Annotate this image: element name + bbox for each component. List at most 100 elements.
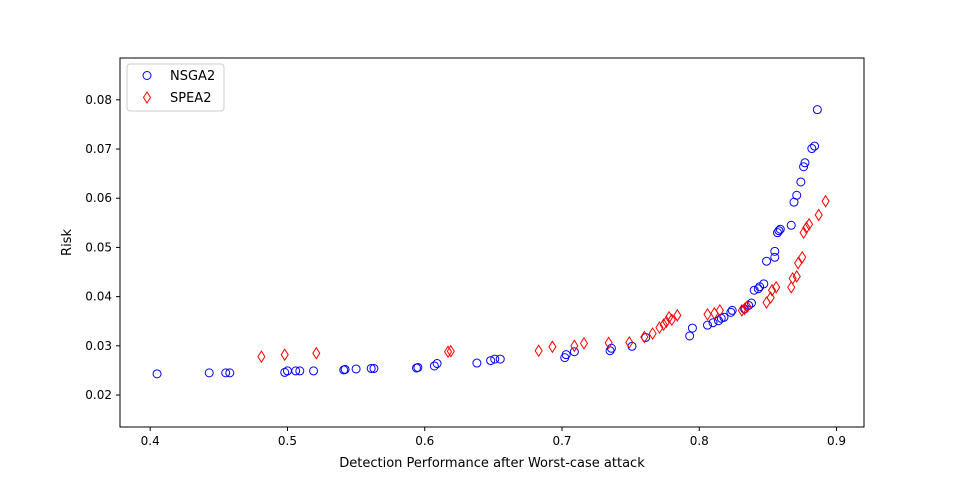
point-spea2 — [570, 339, 579, 353]
point-nsga2 — [810, 141, 820, 151]
point-nsga2 — [413, 362, 423, 372]
x-axis: 0.4 0.5 0.6 0.7 0.8 0.9 — [141, 427, 846, 448]
legend-marker-nsga2 — [142, 71, 152, 80]
x-tick-label: 0.5 — [278, 434, 297, 448]
y-tick-label: 0.05 — [85, 240, 112, 254]
point-spea2 — [673, 308, 682, 322]
point-spea2 — [667, 313, 676, 327]
point-nsga2 — [204, 368, 214, 378]
point-nsga2 — [759, 279, 769, 289]
point-nsga2 — [786, 220, 796, 230]
point-spea2 — [766, 291, 775, 305]
point-nsga2 — [703, 320, 713, 330]
point-nsga2 — [726, 307, 736, 317]
point-nsga2 — [295, 366, 305, 376]
point-spea2 — [604, 336, 613, 350]
series-nsga2 — [152, 105, 822, 379]
point-spea2 — [787, 280, 796, 294]
point-nsga2 — [812, 105, 822, 115]
point-spea2 — [579, 336, 589, 350]
x-tick-label: 0.6 — [415, 434, 434, 448]
point-nsga2 — [799, 162, 809, 172]
legend-marker-spea2 — [142, 91, 152, 104]
point-spea2 — [743, 300, 752, 313]
x-tick-label: 0.9 — [827, 434, 846, 448]
y-tick-label: 0.06 — [85, 191, 112, 205]
point-nsga2 — [762, 256, 772, 266]
point-spea2 — [280, 348, 289, 362]
plot-frame — [119, 57, 865, 428]
point-nsga2 — [495, 354, 505, 364]
point-spea2 — [548, 340, 557, 354]
point-nsga2 — [727, 305, 737, 315]
point-spea2 — [814, 208, 823, 222]
point-nsga2 — [800, 158, 810, 168]
point-nsga2 — [366, 363, 376, 373]
point-spea2 — [802, 221, 811, 235]
point-nsga2 — [746, 298, 756, 308]
point-nsga2 — [561, 350, 571, 360]
point-spea2 — [655, 321, 664, 335]
point-spea2 — [625, 335, 634, 349]
legend: NSGA2 SPEA2 — [126, 63, 225, 112]
point-spea2 — [740, 302, 749, 316]
point-nsga2 — [753, 284, 763, 294]
point-spea2 — [659, 318, 668, 332]
point-nsga2 — [369, 363, 379, 373]
point-nsga2 — [770, 252, 780, 262]
point-spea2 — [446, 344, 455, 358]
point-spea2 — [648, 327, 657, 340]
point-nsga2 — [490, 354, 500, 364]
y-tick-label: 0.02 — [85, 388, 112, 402]
point-spea2 — [640, 330, 649, 344]
point-nsga2 — [792, 190, 802, 200]
point-spea2 — [798, 250, 807, 264]
point-spea2 — [794, 256, 803, 270]
y-tick-label: 0.03 — [85, 339, 112, 353]
point-nsga2 — [719, 312, 729, 322]
point-nsga2 — [774, 226, 784, 236]
point-nsga2 — [807, 144, 817, 154]
point-nsga2 — [796, 177, 806, 187]
point-spea2 — [804, 217, 814, 231]
point-spea2 — [772, 280, 781, 294]
point-nsga2 — [340, 364, 350, 374]
point-spea2 — [703, 307, 712, 321]
y-tick-label: 0.04 — [85, 290, 112, 304]
y-tick-label: 0.07 — [85, 142, 112, 156]
y-tick-label: 0.08 — [85, 93, 112, 107]
point-nsga2 — [429, 361, 439, 371]
series-spea2 — [257, 194, 830, 364]
x-tick-label: 0.7 — [552, 434, 571, 448]
series-layer — [152, 105, 830, 379]
point-nsga2 — [687, 323, 697, 333]
legend-label-nsga2: NSGA2 — [170, 69, 215, 84]
point-nsga2 — [708, 318, 718, 328]
point-spea2 — [737, 303, 746, 317]
legend-label-spea2: SPEA2 — [170, 91, 211, 106]
point-nsga2 — [685, 331, 695, 341]
point-nsga2 — [152, 369, 162, 379]
point-spea2 — [715, 303, 724, 317]
point-spea2 — [799, 226, 808, 240]
point-nsga2 — [770, 246, 780, 256]
point-spea2 — [312, 346, 321, 360]
y-axis: 0.02 0.03 0.04 0.05 0.06 0.07 0.08 — [85, 93, 120, 402]
point-nsga2 — [351, 364, 361, 374]
point-nsga2 — [472, 358, 482, 368]
point-spea2 — [821, 194, 830, 208]
x-tick-label: 0.4 — [141, 434, 160, 448]
x-tick-label: 0.8 — [690, 434, 709, 448]
point-nsga2 — [225, 368, 235, 378]
point-spea2 — [534, 344, 543, 358]
point-nsga2 — [291, 366, 301, 376]
point-spea2 — [792, 270, 801, 283]
point-nsga2 — [432, 359, 442, 369]
point-nsga2 — [309, 366, 319, 376]
point-nsga2 — [221, 368, 231, 378]
point-nsga2 — [486, 356, 496, 366]
point-spea2 — [257, 350, 266, 364]
point-nsga2 — [775, 224, 785, 234]
point-spea2 — [788, 271, 797, 285]
